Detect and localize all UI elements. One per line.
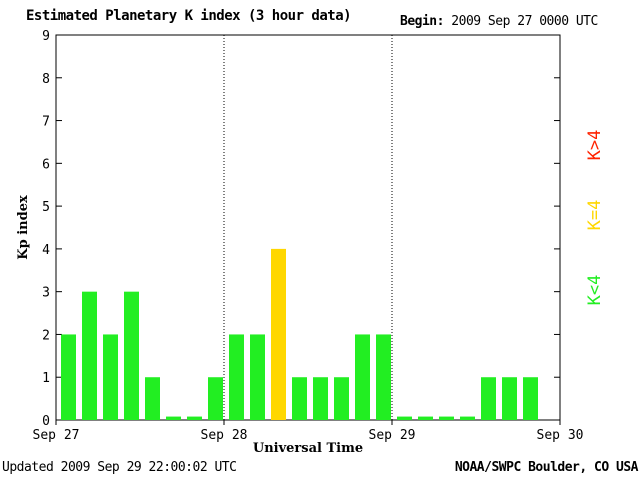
kp-bar — [250, 334, 265, 420]
kp-bar — [334, 377, 349, 420]
kp-bar — [166, 416, 181, 420]
kp-bar — [313, 377, 328, 420]
kp-bar — [502, 377, 517, 420]
y-tick-label: 9 — [42, 29, 50, 44]
kp-bar — [61, 334, 76, 420]
x-tick-label: Sep 27 — [33, 428, 80, 443]
chart-title: Estimated Planetary K index (3 hour data… — [26, 8, 352, 24]
x-tick-label: Sep 28 — [201, 428, 248, 443]
kp-bar — [481, 377, 496, 420]
kp-bar — [418, 416, 433, 420]
kp-bar — [355, 334, 370, 420]
kp-bar — [208, 377, 223, 420]
y-tick-label: 8 — [42, 72, 50, 87]
y-tick-label: 3 — [42, 286, 50, 301]
updated-value: 2009 Sep 29 22:00:02 UTC — [60, 460, 237, 475]
kp-bar — [82, 291, 97, 420]
kp-bar — [124, 291, 139, 420]
x-axis-title: Universal Time — [253, 441, 363, 456]
begin-label: Begin: — [400, 14, 444, 29]
kp-bar — [187, 416, 202, 420]
begin-value: 2009 Sep 27 0000 UTC — [451, 14, 598, 29]
x-tick-label: Sep 29 — [369, 428, 416, 443]
kp-bar — [229, 334, 244, 420]
legend-item: K=4 — [585, 200, 605, 231]
y-tick-label: 0 — [42, 414, 50, 429]
y-tick-label: 5 — [42, 200, 50, 215]
y-tick-label: 2 — [42, 328, 50, 343]
kp-bar — [292, 377, 307, 420]
source-credit: NOAA/SWPC Boulder, CO USA — [454, 460, 639, 475]
begin-timestamp: Begin: 2009 Sep 27 0000 UTC — [400, 14, 598, 29]
kp-bar — [439, 416, 454, 420]
y-tick-label: 7 — [42, 115, 50, 130]
y-tick-label: 4 — [42, 243, 50, 258]
legend-item: K<4 — [585, 275, 605, 306]
y-tick-label: 1 — [42, 371, 50, 386]
legend-item: K>4 — [585, 130, 605, 161]
y-tick-label: 6 — [42, 157, 50, 172]
kp-bar — [376, 334, 391, 420]
updated-label: Updated — [2, 460, 54, 475]
kp-bar — [145, 377, 160, 420]
kp-bar — [460, 416, 475, 420]
kp-bar — [523, 377, 538, 420]
kp-bar — [271, 248, 286, 420]
y-axis-title: Kp index — [16, 195, 31, 260]
x-tick-label: Sep 30 — [537, 428, 584, 443]
updated-timestamp: Updated 2009 Sep 29 22:00:02 UTC — [2, 460, 237, 475]
kp-bar — [103, 334, 118, 420]
kp-bar — [397, 416, 412, 420]
plot-frame — [55, 34, 561, 421]
